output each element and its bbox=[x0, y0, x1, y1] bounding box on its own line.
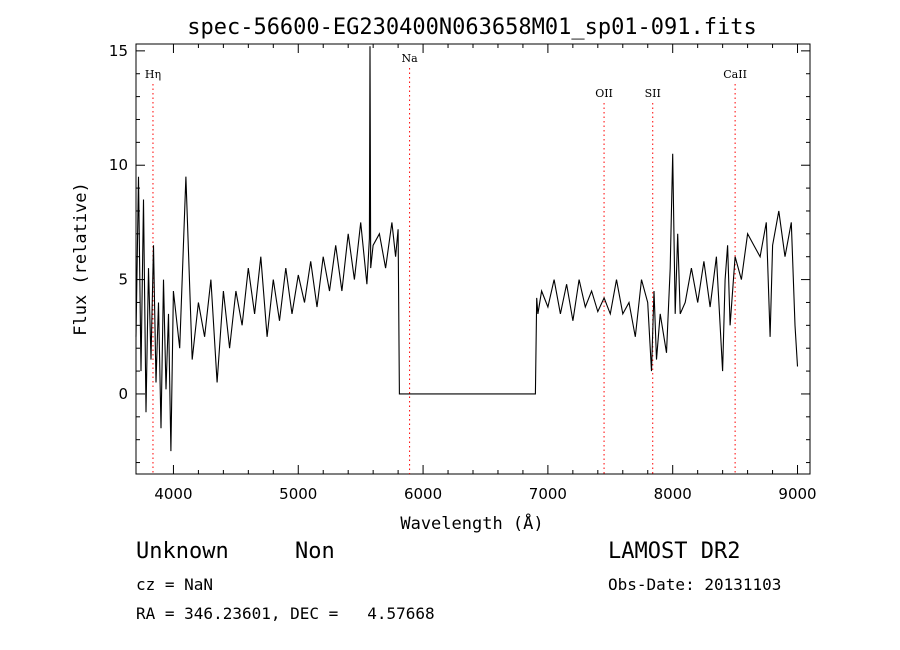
marker-label: OII bbox=[595, 87, 613, 100]
axis-ticks: 4000 5000 6000 7000 8000 9000 0 5 10 15 bbox=[109, 42, 817, 503]
emission-line-markers: Hη Na OII SII CaII bbox=[145, 52, 747, 474]
marker-label: Hη bbox=[145, 68, 161, 81]
x-tick-label: 9000 bbox=[778, 485, 816, 503]
x-axis-label: Wavelength (Å) bbox=[400, 512, 543, 534]
y-tick-label: 0 bbox=[118, 385, 128, 403]
class-label: Unknown bbox=[136, 539, 229, 564]
survey-label: LAMOST DR2 bbox=[608, 539, 741, 564]
y-tick-label: 5 bbox=[118, 271, 128, 289]
coordinates-text: RA = 346.23601, DEC = 4.57668 bbox=[136, 604, 435, 623]
x-tick-label: 8000 bbox=[654, 485, 692, 503]
x-tick-label: 5000 bbox=[279, 485, 317, 503]
observation-date-text: Obs-Date: 20131103 bbox=[608, 575, 782, 594]
x-tick-label: 7000 bbox=[529, 485, 567, 503]
x-tick-label: 4000 bbox=[154, 485, 192, 503]
subclass-label: Non bbox=[295, 539, 335, 564]
plot-frame bbox=[135, 43, 811, 475]
y-tick-label: 15 bbox=[109, 42, 128, 60]
marker-label: SII bbox=[645, 87, 661, 100]
x-tick-label: 6000 bbox=[404, 485, 442, 503]
spectrum-line bbox=[135, 46, 799, 452]
y-tick-label: 10 bbox=[109, 156, 128, 174]
y-axis-label: Flux (relative) bbox=[71, 182, 91, 336]
marker-label: Na bbox=[402, 52, 419, 65]
marker-label: CaII bbox=[723, 68, 747, 81]
chart-title: spec-56600-EG230400N063658M01_sp01-091.f… bbox=[187, 15, 757, 40]
redshift-text: cz = NaN bbox=[136, 575, 214, 594]
